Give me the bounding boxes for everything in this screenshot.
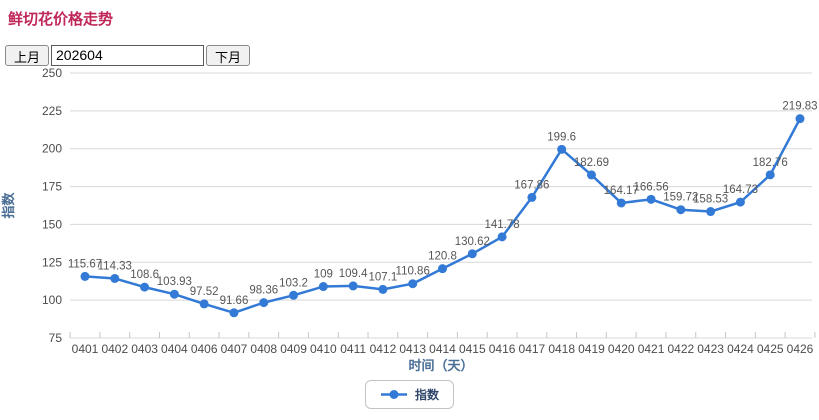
data-point[interactable]	[646, 194, 656, 204]
x-tick-label: 0412	[370, 342, 397, 356]
data-label: 107.1	[369, 271, 398, 283]
y-axis-title: 指数	[1, 192, 16, 219]
period-toolbar: 上月 下月	[5, 44, 251, 66]
page-title: 鲜切花价格走势	[8, 11, 114, 28]
x-tick-label: 0420	[608, 342, 635, 356]
data-label: 219.83	[782, 101, 817, 113]
data-point[interactable]	[616, 198, 626, 208]
data-label: 167.86	[514, 179, 549, 191]
data-label: 130.62	[455, 236, 490, 248]
x-tick-label: 0407	[221, 342, 248, 356]
data-point[interactable]	[676, 205, 686, 215]
x-tick-label: 0418	[548, 342, 575, 356]
x-tick-label: 0408	[250, 342, 277, 356]
data-label: 114.33	[98, 260, 132, 272]
data-point[interactable]	[140, 282, 150, 292]
x-tick-label: 0404	[161, 342, 188, 356]
x-tick-label: 0425	[757, 342, 784, 356]
data-point[interactable]	[735, 197, 745, 207]
x-tick-label: 0410	[310, 342, 337, 356]
data-point[interactable]	[289, 290, 299, 300]
data-point[interactable]	[259, 298, 269, 308]
line-marker-icon	[380, 390, 407, 399]
data-point[interactable]	[110, 273, 120, 283]
x-tick-label: 0402	[101, 342, 128, 356]
data-point[interactable]	[586, 170, 596, 180]
data-point[interactable]	[765, 170, 775, 180]
x-tick-label: 0424	[727, 342, 754, 356]
y-tick-label: 225	[42, 104, 62, 118]
x-tick-label: 0401	[72, 342, 99, 356]
data-label: 182.69	[574, 157, 609, 169]
data-point[interactable]	[229, 308, 239, 318]
y-tick-label: 100	[42, 293, 62, 307]
data-label: 158.53	[693, 194, 728, 206]
data-label: 109.4	[339, 268, 368, 280]
x-tick-label: 0423	[697, 342, 724, 356]
x-tick-label: 0403	[131, 342, 158, 356]
series-line	[83, 117, 802, 315]
data-point[interactable]	[318, 282, 328, 292]
data-point[interactable]	[378, 284, 388, 294]
y-tick-label: 125	[42, 255, 62, 269]
data-point[interactable]	[348, 281, 358, 291]
x-tick-label: 0415	[459, 342, 486, 356]
data-point[interactable]	[438, 264, 447, 274]
data-point[interactable]	[467, 249, 477, 259]
next-month-button[interactable]: 下月	[206, 44, 251, 66]
data-label: 109	[314, 269, 333, 281]
period-input[interactable]	[51, 44, 205, 66]
data-label: 91.66	[220, 295, 249, 307]
data-point[interactable]	[706, 207, 716, 217]
data-label: 164.17	[604, 185, 639, 197]
data-label: 103.2	[279, 277, 308, 289]
data-point[interactable]	[497, 232, 507, 242]
y-tick-label: 200	[42, 142, 62, 156]
data-label: 182.76	[753, 157, 788, 169]
prev-month-button[interactable]: 上月	[5, 44, 50, 66]
x-tick-label: 0413	[399, 342, 426, 356]
data-label: 97.52	[190, 286, 219, 298]
x-tick-label: 0409	[280, 342, 307, 356]
data-label: 98.36	[249, 285, 278, 297]
y-tick-label: 250	[42, 68, 62, 80]
x-tick-label: 0417	[519, 342, 546, 356]
x-tick-label: 0422	[667, 342, 694, 356]
x-tick-label: 0414	[429, 342, 456, 356]
data-label: 141.78	[484, 219, 519, 231]
legend-item-label: 指数	[414, 388, 439, 402]
price-trend-chart: 75 100 125 150 175 200 225 250 0401 0402 0403 0404 0…	[0, 66, 819, 380]
data-label: 108.6	[130, 269, 159, 281]
data-point[interactable]	[527, 192, 537, 202]
x-tick-label: 0411	[340, 342, 366, 356]
data-point[interactable]	[557, 144, 567, 154]
x-tick-label: 0419	[578, 342, 605, 356]
data-label: 110.86	[396, 266, 430, 278]
x-tick-label: 0426	[787, 342, 814, 356]
data-point[interactable]	[408, 279, 418, 289]
legend-item-index[interactable]: 指数	[364, 380, 454, 409]
data-label: 115.67	[68, 258, 102, 270]
y-tick-label: 75	[49, 331, 63, 345]
data-label: 159.72	[663, 192, 698, 204]
y-tick-label: 150	[42, 217, 62, 231]
data-point[interactable]	[199, 299, 209, 309]
data-label: 166.56	[633, 181, 668, 193]
data-point[interactable]	[795, 114, 805, 124]
data-point[interactable]	[169, 289, 179, 299]
data-label: 164.73	[723, 184, 758, 196]
x-tick-label: 0421	[638, 342, 665, 356]
x-tick-label: 0406	[191, 342, 218, 356]
data-label: 103.93	[157, 276, 192, 288]
y-tick-label: 175	[42, 180, 62, 194]
data-label: 199.6	[547, 131, 576, 143]
x-tick-label: 0416	[489, 342, 516, 356]
data-point[interactable]	[80, 271, 90, 281]
x-axis-title: 时间（天）	[408, 358, 473, 373]
legend: 指数	[0, 380, 819, 409]
data-label: 120.8	[428, 251, 457, 263]
